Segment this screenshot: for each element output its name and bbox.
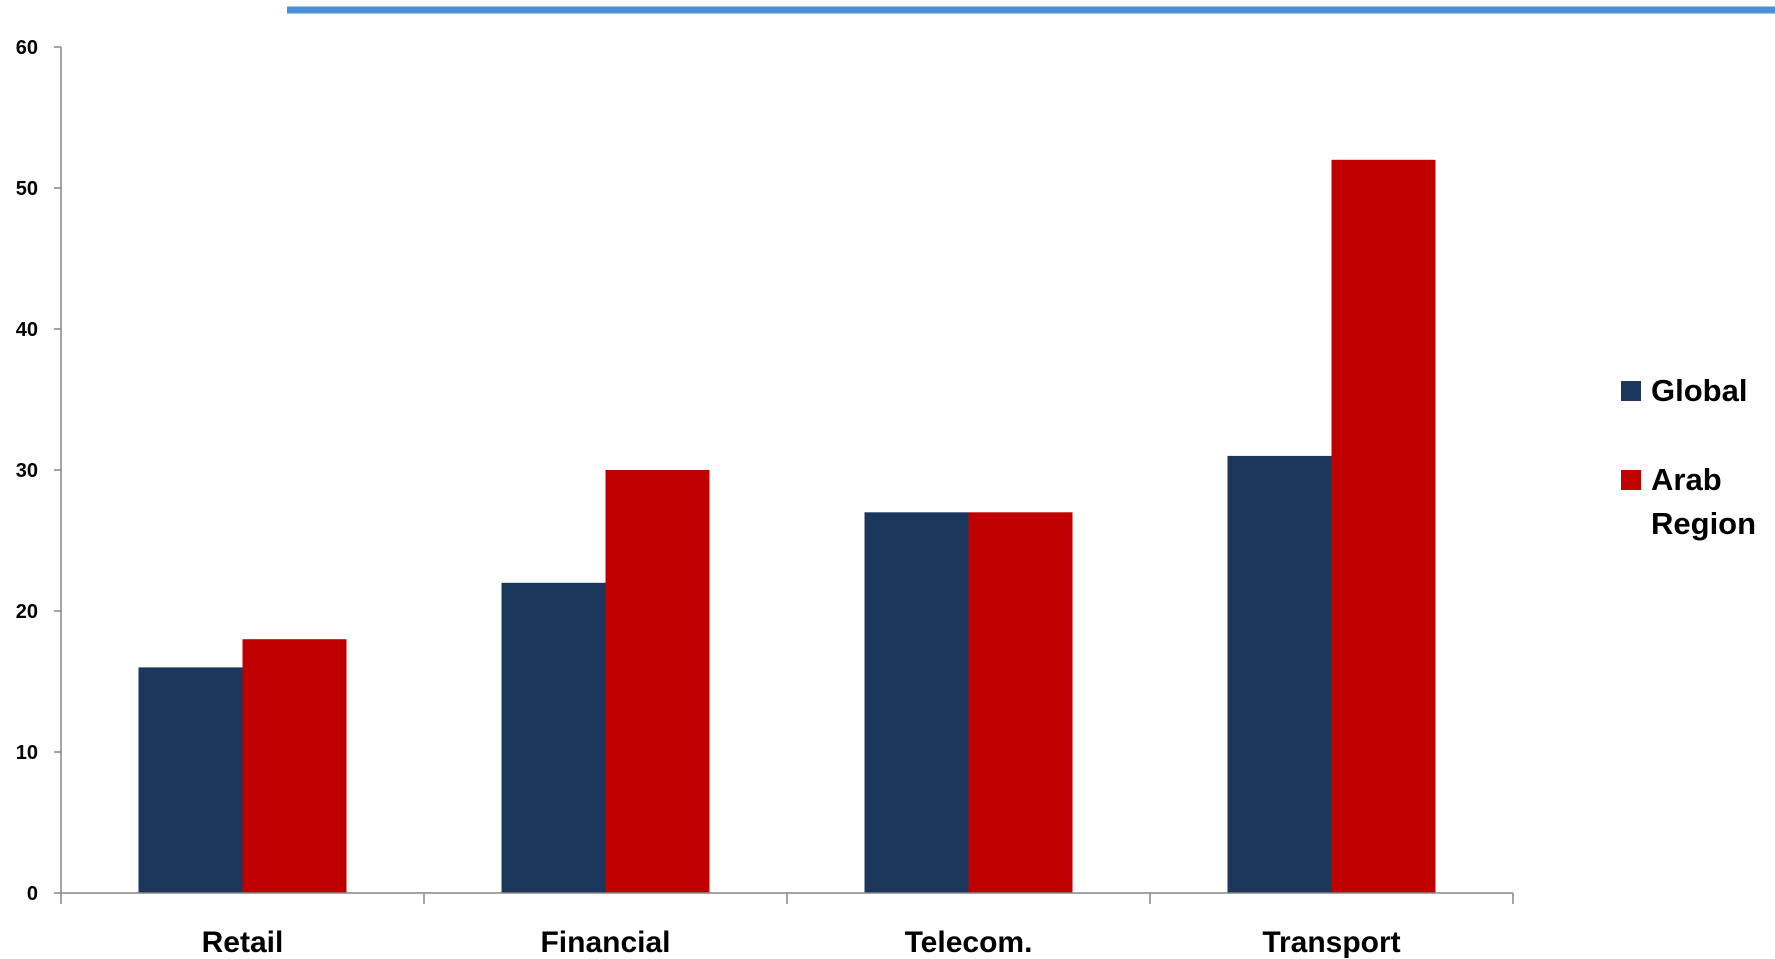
x-axis-ticks — [60, 893, 1514, 904]
y-tick-label: 50 — [16, 178, 38, 200]
bar-global-telecom — [864, 512, 969, 893]
bar-global-retail — [138, 667, 243, 893]
legend-label: Global — [1651, 373, 1747, 408]
legend-swatch — [1621, 470, 1641, 490]
legend: Global Arab Region — [1621, 373, 1756, 541]
legend-label: Arab — [1651, 462, 1722, 497]
y-tick-label: 0 — [27, 883, 38, 905]
bars-group — [138, 159, 1436, 894]
y-axis-ticks: 0 10 20 30 40 50 60 — [16, 37, 61, 905]
legend-item: Arab Region — [1621, 462, 1756, 541]
bar-global-transport — [1227, 455, 1332, 893]
y-tick-label: 60 — [16, 37, 38, 59]
category-labels: Retail Financial Telecom. Transport — [202, 926, 1401, 959]
legend-swatch — [1621, 381, 1641, 401]
x-category-label: Telecom. — [905, 926, 1033, 959]
x-category-label: Retail — [202, 926, 284, 959]
x-category-label: Financial — [540, 926, 670, 959]
bar-arab-region-transport — [1331, 159, 1436, 894]
bar-arab-region-retail — [242, 639, 347, 893]
legend-item: Global — [1621, 373, 1747, 408]
x-category-label: Transport — [1262, 926, 1400, 959]
y-tick-label: 30 — [16, 460, 38, 482]
legend-label: Region — [1651, 506, 1756, 541]
y-tick-label: 20 — [16, 601, 38, 623]
bar-arab-region-financial — [605, 470, 710, 893]
y-tick-label: 10 — [16, 742, 38, 764]
bar-global-financial — [501, 582, 606, 893]
y-tick-label: 40 — [16, 319, 38, 341]
bar-arab-region-telecom — [968, 512, 1073, 893]
